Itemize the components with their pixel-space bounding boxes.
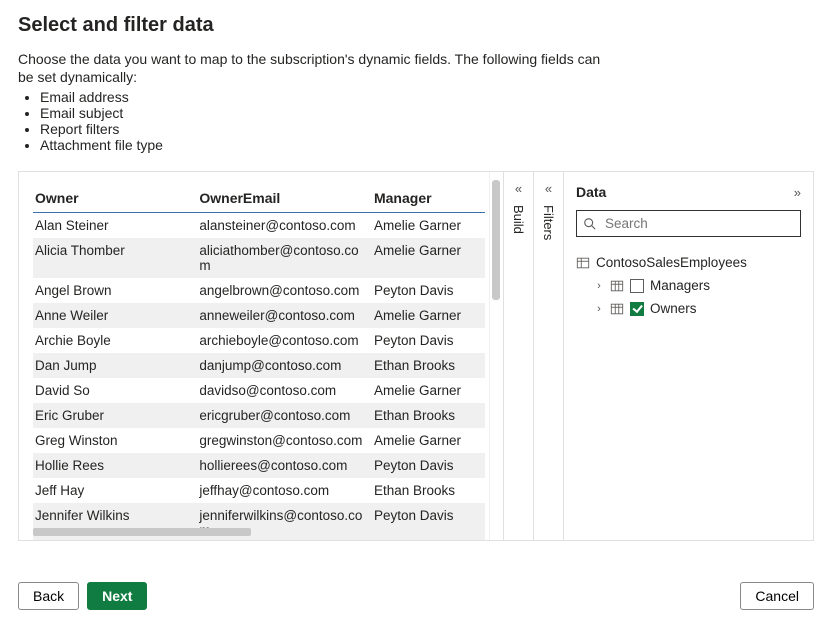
expand-icon[interactable]: »: [794, 185, 801, 200]
table-cell: Amelie Garner: [372, 428, 485, 453]
table-cell: alansteiner@contoso.com: [197, 213, 372, 239]
data-tree: ContosoSalesEmployees › Managers › Owner…: [576, 251, 801, 320]
intro-bullet: Email subject: [40, 105, 814, 121]
table-row[interactable]: Eric Gruberericgruber@contoso.comEthan B…: [33, 403, 485, 428]
search-icon: [583, 217, 597, 231]
column-header-owneremail[interactable]: OwnerEmail: [197, 184, 372, 213]
table-cell: Ethan Brooks: [372, 353, 485, 378]
table-row[interactable]: Jeff Hayjeffhay@contoso.comEthan Brooks: [33, 478, 485, 503]
column-header-owner[interactable]: Owner: [33, 184, 197, 213]
table-row[interactable]: Archie Boylearchieboyle@contoso.comPeyto…: [33, 328, 485, 353]
table-cell: Jeff Hay: [33, 478, 197, 503]
cancel-button[interactable]: Cancel: [740, 582, 814, 610]
checkbox-owners[interactable]: [630, 302, 644, 316]
table-icon: [610, 302, 624, 316]
collapse-icon: «: [545, 182, 552, 195]
table-cell: Alan Steiner: [33, 213, 197, 239]
table-cell: Hollie Rees: [33, 453, 197, 478]
tree-node-label: Owners: [650, 301, 697, 316]
tree-node-owners[interactable]: › Owners: [576, 297, 801, 320]
table-cell: gregwinston@contoso.com: [197, 428, 372, 453]
table-row[interactable]: Alicia Thomberaliciathomber@contoso.comA…: [33, 238, 485, 278]
search-input[interactable]: [576, 210, 801, 237]
table-cell: Greg Winston: [33, 428, 197, 453]
footer: Back Next Cancel: [18, 582, 814, 610]
tree-node-managers[interactable]: › Managers: [576, 274, 801, 297]
table-cell: Anne Weiler: [33, 303, 197, 328]
chevron-right-icon: ›: [594, 280, 604, 292]
intro-line-2: be set dynamically:: [18, 69, 814, 85]
chevron-right-icon: ›: [594, 303, 604, 315]
intro-line-1: Choose the data you want to map to the s…: [18, 51, 814, 67]
workspace: Owner OwnerEmail Manager Alan Steinerala…: [18, 171, 814, 541]
table-icon: [610, 279, 624, 293]
back-button[interactable]: Back: [18, 582, 79, 610]
table-cell: danjump@contoso.com: [197, 353, 372, 378]
intro-text: Choose the data you want to map to the s…: [18, 51, 814, 153]
data-pane-title: Data: [576, 184, 606, 200]
table-row[interactable]: Alan Steineralansteiner@contoso.comAmeli…: [33, 213, 485, 239]
intro-bullet: Email address: [40, 89, 814, 105]
intro-bullet: Report filters: [40, 121, 814, 137]
table-cell: Amelie Garner: [372, 303, 485, 328]
table-row[interactable]: Anne Weileranneweiler@contoso.comAmelie …: [33, 303, 485, 328]
table-row[interactable]: Dan Jumpdanjump@contoso.comEthan Brooks: [33, 353, 485, 378]
table-row[interactable]: David Sodavidso@contoso.comAmelie Garner: [33, 378, 485, 403]
table-pane: Owner OwnerEmail Manager Alan Steinerala…: [19, 172, 489, 540]
table-cell: archieboyle@contoso.com: [197, 328, 372, 353]
next-button[interactable]: Next: [87, 582, 147, 610]
build-rail-label: Build: [511, 205, 526, 234]
search-field[interactable]: [603, 215, 794, 232]
table-cell: Alicia Thomber: [33, 238, 197, 278]
table-cell: Dan Jump: [33, 353, 197, 378]
table-row[interactable]: Angel Brownangelbrown@contoso.comPeyton …: [33, 278, 485, 303]
table-cell: jeffhay@contoso.com: [197, 478, 372, 503]
table-cell: Ethan Brooks: [372, 403, 485, 428]
checkbox-managers[interactable]: [630, 279, 644, 293]
tree-node-label: Managers: [650, 278, 710, 293]
table-cell: aliciathomber@contoso.com: [197, 238, 372, 278]
column-header-manager[interactable]: Manager: [372, 184, 485, 213]
data-table: Owner OwnerEmail Manager Alan Steinerala…: [33, 184, 485, 540]
filters-rail[interactable]: « Filters: [533, 172, 563, 540]
tree-node-root[interactable]: ContosoSalesEmployees: [576, 251, 801, 274]
horizontal-scrollbar[interactable]: [33, 528, 429, 536]
table-cell: Angel Brown: [33, 278, 197, 303]
table-cell: Peyton Davis: [372, 278, 485, 303]
vertical-scrollbar[interactable]: [489, 172, 503, 540]
table-cell: ericgruber@contoso.com: [197, 403, 372, 428]
intro-bullet: Attachment file type: [40, 137, 814, 153]
table-row[interactable]: Greg Winstongregwinston@contoso.comAmeli…: [33, 428, 485, 453]
table-cell: Amelie Garner: [372, 378, 485, 403]
build-rail[interactable]: « Build: [503, 172, 533, 540]
table-cell: Peyton Davis: [372, 453, 485, 478]
table-row[interactable]: Hollie Reeshollierees@contoso.comPeyton …: [33, 453, 485, 478]
table-cell: davidso@contoso.com: [197, 378, 372, 403]
table-cell: Ethan Brooks: [372, 478, 485, 503]
table-icon: [576, 256, 590, 270]
table-cell: Archie Boyle: [33, 328, 197, 353]
table-cell: Amelie Garner: [372, 238, 485, 278]
data-pane: Data » ContosoSalesEmployees › Managers: [563, 172, 813, 540]
table-cell: Amelie Garner: [372, 213, 485, 239]
table-cell: angelbrown@contoso.com: [197, 278, 372, 303]
collapse-icon: «: [515, 182, 522, 195]
filters-rail-label: Filters: [541, 205, 556, 240]
table-cell: Eric Gruber: [33, 403, 197, 428]
table-cell: hollierees@contoso.com: [197, 453, 372, 478]
tree-node-label: ContosoSalesEmployees: [596, 255, 747, 270]
page-title: Select and filter data: [18, 14, 814, 37]
table-cell: anneweiler@contoso.com: [197, 303, 372, 328]
table-cell: Peyton Davis: [372, 328, 485, 353]
table-cell: David So: [33, 378, 197, 403]
